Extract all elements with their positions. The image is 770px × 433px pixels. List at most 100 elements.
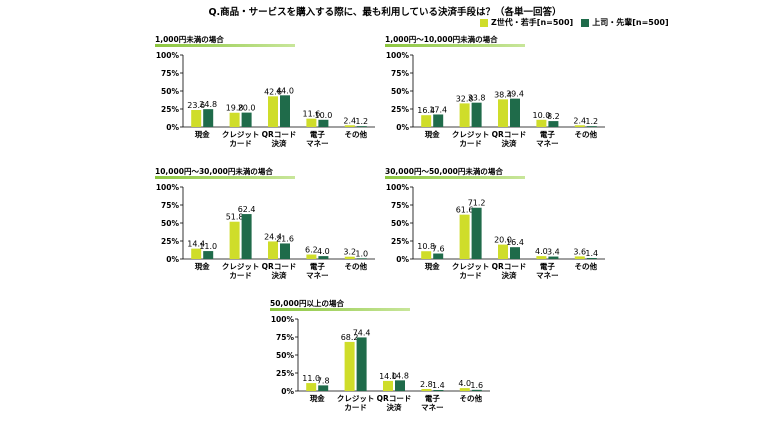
bar-senior xyxy=(548,256,559,259)
data-label: 61.6 xyxy=(456,206,474,215)
category-label: マネー xyxy=(421,403,444,412)
category-label: マネー xyxy=(536,271,559,280)
bar-gen-z xyxy=(574,125,585,127)
bar-senior xyxy=(395,380,405,391)
category-label: クレジット xyxy=(222,129,260,139)
category-label: その他 xyxy=(345,261,368,271)
panel-title: 50,000円以上の場合 xyxy=(270,299,344,308)
data-label: 16.4 xyxy=(417,106,435,115)
legend-label-senior: 上司・先輩[n=500] xyxy=(592,18,669,27)
bar-gen-z xyxy=(536,256,547,259)
panel-underline xyxy=(385,44,525,47)
y-tick-label: 25% xyxy=(391,105,409,114)
category-label: 決済 xyxy=(502,270,517,280)
panel-underline xyxy=(155,176,295,179)
data-label: 10.8 xyxy=(417,242,435,251)
data-label: 68.2 xyxy=(341,333,359,342)
data-label: 6.2 xyxy=(305,246,318,255)
bar-senior xyxy=(433,389,444,391)
bar-gen-z xyxy=(459,103,470,127)
category-label: 電子 xyxy=(540,261,555,271)
y-tick-label: 100% xyxy=(271,315,295,324)
y-tick-label: 25% xyxy=(161,105,179,114)
category-label: 現金 xyxy=(195,129,210,139)
category-label: マネー xyxy=(536,139,559,148)
category-label: カード xyxy=(229,271,252,280)
data-label: 1.6 xyxy=(470,381,483,390)
panel-title: 10,000円～30,000円未満の場合 xyxy=(155,167,273,176)
bar-gen-z xyxy=(344,341,355,391)
data-label: 11.6 xyxy=(302,110,320,119)
data-label: 4.0 xyxy=(458,379,471,388)
data-label: 44.0 xyxy=(276,86,294,95)
y-tick-label: 0% xyxy=(166,123,179,132)
category-label: 現金 xyxy=(425,129,440,139)
bar-senior xyxy=(356,126,367,127)
data-label: 11.0 xyxy=(302,374,320,383)
panel-title: 30,000円～50,000円未満の場合 xyxy=(385,167,503,176)
bar-gen-z xyxy=(459,214,470,259)
category-label: 決済 xyxy=(502,138,517,148)
bar-senior xyxy=(510,247,520,259)
category-label: クレジット xyxy=(337,393,375,403)
bar-chart-3: 0% 25% 50% 75% 100% 14.411.0 現金 51.862.4 クレジットカー… xyxy=(156,183,375,280)
category-label: 決済 xyxy=(272,270,287,280)
bar-gen-z xyxy=(344,256,355,259)
bar-senior xyxy=(548,121,559,127)
data-label: 20.0 xyxy=(238,104,256,113)
panel-underline xyxy=(385,176,525,179)
bar-gen-z xyxy=(268,96,278,127)
panel-title: 1,000円～10,000円未満の場合 xyxy=(385,35,498,44)
bar-chart-4: 0% 25% 50% 75% 100% 10.87.6 現金 61.671.2 クレジットカード… xyxy=(386,183,605,280)
category-label: クレジット xyxy=(452,261,490,271)
category-label: QRコード xyxy=(262,262,297,271)
data-label: 2.4 xyxy=(573,116,586,125)
bar-gen-z xyxy=(229,112,240,127)
data-label: 16.4 xyxy=(506,238,524,247)
category-label: その他 xyxy=(575,129,598,139)
y-tick-label: 75% xyxy=(161,201,179,210)
y-tick-label: 100% xyxy=(156,51,180,60)
category-label: マネー xyxy=(306,271,329,280)
bar-senior xyxy=(586,257,597,259)
data-label: 2.4 xyxy=(343,116,356,125)
y-tick-label: 25% xyxy=(391,237,409,246)
y-tick-label: 75% xyxy=(276,333,294,342)
bar-gen-z xyxy=(383,380,393,391)
bar-gen-z xyxy=(191,248,202,259)
data-label: 62.4 xyxy=(238,205,256,214)
bar-senior xyxy=(586,126,597,127)
bar-chart-2: 0% 25% 50% 75% 100% 16.417.4 現金 32.833.8 クレジットカー… xyxy=(386,51,605,148)
bar-gen-z xyxy=(306,383,317,391)
category-label: 電子 xyxy=(425,393,440,403)
bar-gen-z xyxy=(268,241,278,259)
legend-item-senior: 上司・先輩[n=500] xyxy=(581,17,669,28)
data-label: 11.0 xyxy=(199,242,217,251)
data-label: 33.8 xyxy=(468,94,486,103)
data-label: 7.6 xyxy=(432,245,445,254)
data-label: 1.2 xyxy=(355,117,368,126)
y-tick-label: 75% xyxy=(391,69,409,78)
category-label: QRコード xyxy=(492,262,527,271)
y-tick-label: 100% xyxy=(386,51,410,60)
data-label: 39.4 xyxy=(506,90,524,99)
y-tick-label: 50% xyxy=(161,87,179,96)
bar-gen-z xyxy=(191,110,202,127)
data-label: 19.8 xyxy=(226,104,244,113)
bar-gen-z xyxy=(344,125,355,127)
panel-2: 1,000円～10,000円未満の場合 0% 25% 50% 75% 100% 16.4 1… xyxy=(385,34,610,159)
data-label: 23.6 xyxy=(187,101,205,110)
category-label: マネー xyxy=(306,139,329,148)
bar-senior xyxy=(510,98,520,127)
y-tick-label: 0% xyxy=(166,255,179,264)
legend-label-gen-z: Z世代・若手[n=500] xyxy=(491,18,574,27)
bar-gen-z xyxy=(229,221,240,259)
category-label: その他 xyxy=(460,393,483,403)
data-label: 8.2 xyxy=(547,112,560,121)
data-label: 1.0 xyxy=(355,249,368,258)
category-label: 決済 xyxy=(272,138,287,148)
data-label: 4.0 xyxy=(317,247,330,256)
data-label: 24.8 xyxy=(199,100,217,109)
data-label: 21.6 xyxy=(276,234,294,243)
panel-title: 1,000円未満の場合 xyxy=(155,35,224,44)
